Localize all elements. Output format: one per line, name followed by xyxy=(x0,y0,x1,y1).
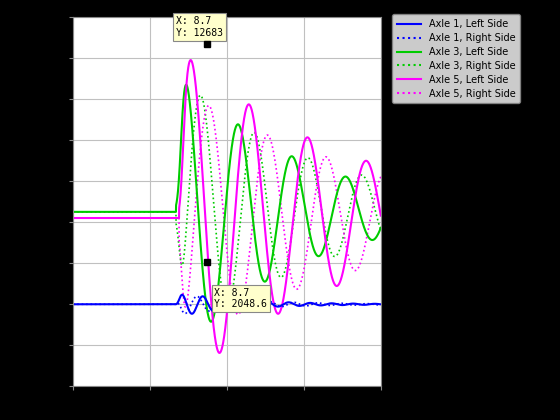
Axle 1, Left Side xyxy=(199,294,206,299)
Axle 1, Right Side xyxy=(69,302,76,307)
Axle 1, Left Side xyxy=(368,302,375,307)
Axle 3, Right Side xyxy=(197,93,204,98)
Axle 5, Right Side xyxy=(353,268,360,273)
Axle 5, Left Side xyxy=(368,168,375,173)
Axle 3, Left Side xyxy=(216,274,223,279)
Axle 3, Left Side xyxy=(377,225,384,230)
Axle 3, Left Side xyxy=(202,289,208,294)
Axle 5, Left Side xyxy=(293,185,300,190)
Axle 5, Right Side xyxy=(293,287,300,292)
Axle 3, Right Side xyxy=(216,265,222,270)
Axle 3, Right Side xyxy=(69,209,76,214)
Axle 1, Left Side xyxy=(189,311,195,316)
Axle 1, Right Side xyxy=(216,297,223,302)
Axle 5, Right Side xyxy=(368,210,375,215)
Axle 3, Right Side xyxy=(199,96,206,101)
Legend: Axle 1, Left Side, Axle 1, Right Side, Axle 3, Left Side, Axle 3, Right Side, Ax: Axle 1, Left Side, Axle 1, Right Side, A… xyxy=(392,14,520,103)
Axle 1, Left Side xyxy=(69,302,76,307)
Axle 3, Left Side xyxy=(183,82,189,87)
Text: X: 8.7
Y: 2048.6: X: 8.7 Y: 2048.6 xyxy=(214,288,267,310)
Axle 5, Left Side xyxy=(216,350,222,355)
Axle 1, Right Side xyxy=(293,300,300,305)
Axle 5, Right Side xyxy=(377,174,384,179)
Axle 1, Right Side xyxy=(182,311,189,316)
Axle 5, Left Side xyxy=(353,189,360,194)
Axle 1, Left Side xyxy=(293,303,300,308)
Axle 1, Right Side xyxy=(199,300,206,305)
Axle 3, Left Side xyxy=(208,319,214,324)
Axle 1, Right Side xyxy=(202,304,208,310)
Axle 1, Right Side xyxy=(194,294,200,299)
Axle 1, Right Side xyxy=(377,302,384,307)
Line: Axle 3, Left Side: Axle 3, Left Side xyxy=(73,85,381,322)
Axle 5, Right Side xyxy=(216,165,222,170)
Axle 3, Left Side xyxy=(199,263,206,268)
Axle 5, Left Side xyxy=(216,350,223,355)
Axle 5, Left Side xyxy=(69,215,76,220)
Axle 3, Right Side xyxy=(353,180,360,185)
Axle 5, Left Side xyxy=(202,207,208,212)
Axle 1, Left Side xyxy=(353,301,360,306)
Axle 5, Right Side xyxy=(69,215,76,220)
Axle 5, Left Side xyxy=(199,168,206,173)
Axle 3, Left Side xyxy=(69,209,76,214)
Axle 3, Left Side xyxy=(368,237,375,242)
Axle 5, Right Side xyxy=(235,312,241,317)
Line: Axle 1, Left Side: Axle 1, Left Side xyxy=(73,295,381,314)
Axle 1, Left Side xyxy=(202,295,208,300)
Axle 1, Right Side xyxy=(368,302,375,307)
Axle 5, Left Side xyxy=(187,58,194,63)
Text: X: 8.7
Y: 12683: X: 8.7 Y: 12683 xyxy=(176,16,223,38)
Axle 3, Left Side xyxy=(353,197,360,202)
Axle 5, Right Side xyxy=(199,130,206,135)
Axle 1, Left Side xyxy=(377,302,384,307)
Axle 3, Right Side xyxy=(293,197,300,202)
Axle 5, Left Side xyxy=(377,213,384,218)
Axle 3, Left Side xyxy=(293,163,300,168)
Line: Axle 5, Left Side: Axle 5, Left Side xyxy=(73,60,381,353)
Axle 3, Right Side xyxy=(202,107,208,112)
Axle 3, Right Side xyxy=(377,228,384,233)
Line: Axle 1, Right Side: Axle 1, Right Side xyxy=(73,297,381,313)
Axle 1, Left Side xyxy=(216,301,223,306)
Axle 5, Right Side xyxy=(201,114,208,119)
Axle 3, Right Side xyxy=(368,193,375,198)
Line: Axle 3, Right Side: Axle 3, Right Side xyxy=(73,95,381,308)
Axle 1, Right Side xyxy=(353,302,360,307)
Line: Axle 5, Right Side: Axle 5, Right Side xyxy=(73,105,381,315)
Axle 1, Left Side xyxy=(179,292,185,297)
Axle 3, Right Side xyxy=(224,306,231,311)
Axle 5, Right Side xyxy=(206,103,212,108)
